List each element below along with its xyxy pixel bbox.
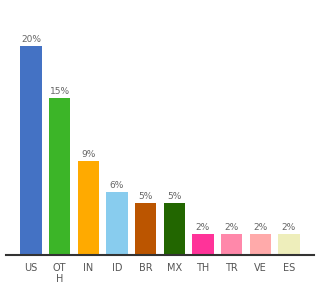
Text: 15%: 15% bbox=[50, 87, 70, 96]
Text: 2%: 2% bbox=[196, 223, 210, 232]
Bar bbox=[20, 46, 42, 255]
Bar bbox=[164, 203, 185, 255]
Bar bbox=[78, 161, 99, 255]
Bar bbox=[192, 234, 214, 255]
Text: 6%: 6% bbox=[110, 181, 124, 190]
Text: 2%: 2% bbox=[282, 223, 296, 232]
Bar bbox=[106, 192, 128, 255]
Bar bbox=[278, 234, 300, 255]
Text: 2%: 2% bbox=[253, 223, 268, 232]
Bar bbox=[49, 98, 70, 255]
Text: 5%: 5% bbox=[167, 192, 181, 201]
Bar bbox=[135, 203, 156, 255]
Bar bbox=[221, 234, 242, 255]
Text: 2%: 2% bbox=[225, 223, 239, 232]
Text: 20%: 20% bbox=[21, 35, 41, 44]
Text: 5%: 5% bbox=[139, 192, 153, 201]
Bar bbox=[250, 234, 271, 255]
Text: 9%: 9% bbox=[81, 150, 96, 159]
